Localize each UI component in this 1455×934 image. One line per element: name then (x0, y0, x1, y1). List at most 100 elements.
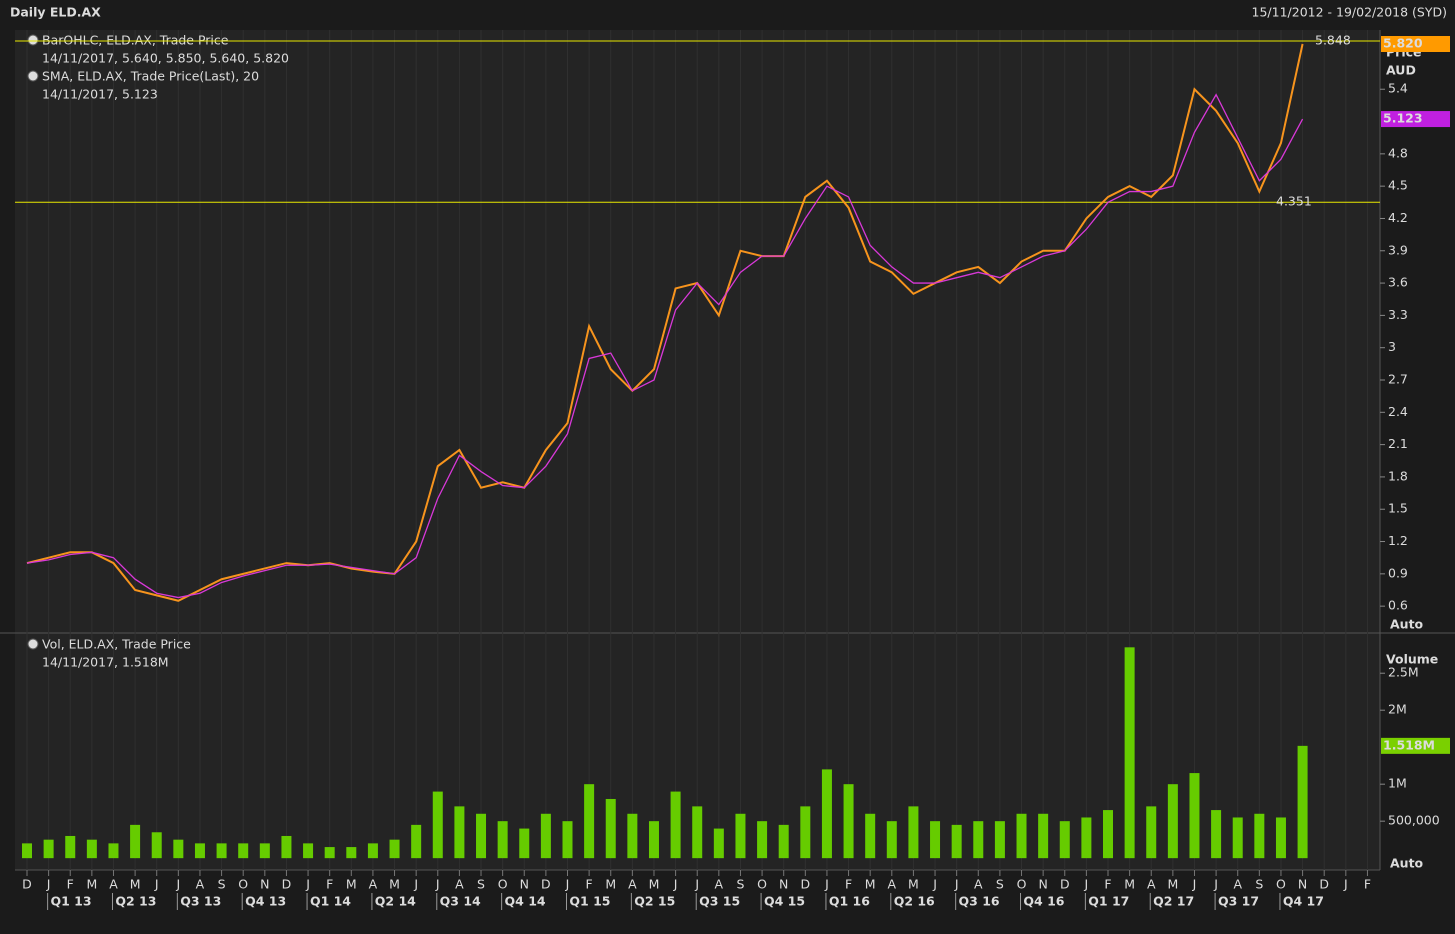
x-tick-label: F (67, 877, 74, 892)
x-tick-label: F (1364, 877, 1371, 892)
x-tick-label: A (715, 877, 724, 892)
volume-bar (605, 798, 616, 859)
x-tick-label: N (779, 877, 788, 892)
title: Daily ELD.AX (10, 5, 101, 20)
volume-bar (627, 813, 638, 859)
volume-bar (216, 843, 227, 859)
x-tick-label: J (824, 877, 829, 892)
legend-detail: 14/11/2017, 5.640, 5.850, 5.640, 5.820 (42, 51, 289, 66)
legend-entry: Vol, ELD.AX, Trade Price (42, 637, 191, 652)
x-tick-label: A (455, 877, 464, 892)
volume-bar (432, 791, 443, 859)
x-tick-label: O (1276, 877, 1286, 892)
volume-bar (1189, 773, 1200, 859)
volume-bar (540, 813, 551, 859)
legend-icon (27, 638, 39, 650)
volume-bar (1211, 810, 1222, 859)
volume-bar (1146, 806, 1157, 859)
y-tick-label: 1.5 (1388, 501, 1408, 516)
volume-bar (562, 821, 573, 859)
quarter-label: Q4 13 (245, 894, 286, 909)
y-tick-label: 1M (1388, 776, 1407, 791)
volume-bar (108, 843, 119, 859)
x-tick-label: J (1343, 877, 1348, 892)
volume-bar (519, 828, 530, 859)
quarter-label: Q3 16 (959, 894, 1000, 909)
volume-bar (324, 847, 335, 859)
x-tick-label: J (46, 877, 51, 892)
volume-bar (1232, 817, 1243, 859)
volume-bar (930, 821, 941, 859)
x-tick-label: J (1084, 877, 1089, 892)
quarter-label: Q1 14 (310, 894, 351, 909)
reference-label: 5.848 (1315, 32, 1351, 47)
quarter-label: Q4 14 (505, 894, 546, 909)
volume-bar (757, 821, 768, 859)
x-tick-label: O (1017, 877, 1027, 892)
value-badge (1381, 737, 1450, 754)
x-tick-label: M (346, 877, 357, 892)
x-tick-label: J (305, 877, 310, 892)
x-tick-label: O (498, 877, 508, 892)
volume-bar (973, 821, 984, 859)
y-tick-label: 4.5 (1388, 178, 1408, 193)
volume-bar (86, 839, 97, 859)
volume-bar (994, 821, 1005, 859)
value-badge-label: 5.820 (1383, 36, 1423, 51)
x-tick-label: M (865, 877, 876, 892)
x-tick-label: M (1124, 877, 1135, 892)
x-tick-label: M (908, 877, 919, 892)
volume-bar (173, 839, 184, 859)
volume-bar (886, 821, 897, 859)
x-tick-label: J (932, 877, 937, 892)
volume-bar (1124, 647, 1135, 859)
scale-mode[interactable]: Auto (1390, 856, 1424, 871)
volume-bar (238, 843, 249, 859)
x-tick-label: J (565, 877, 570, 892)
volume-bar (692, 806, 703, 859)
volume-bar (843, 784, 854, 859)
value-badge (1381, 36, 1450, 52)
sma-line (26, 93, 1304, 599)
x-tick-label: A (196, 877, 205, 892)
volume-bar (303, 843, 314, 859)
date-range: 15/11/2012 - 19/02/2018 (SYD) (1252, 5, 1447, 20)
volume-bar (367, 843, 378, 859)
x-tick-label: A (109, 877, 118, 892)
volume-bar (281, 835, 292, 859)
y-tick-label: 2M (1388, 702, 1407, 717)
volume-bar (648, 821, 659, 859)
quarter-label: Q3 13 (180, 894, 221, 909)
price-line (26, 43, 1304, 602)
x-tick-label: A (1147, 877, 1156, 892)
legend-entry: SMA, ELD.AX, Trade Price(Last), 20 (42, 69, 259, 84)
volume-bar (346, 847, 357, 859)
x-tick-label: J (954, 877, 959, 892)
x-tick-label: A (888, 877, 897, 892)
volume-bar (497, 821, 508, 859)
x-tick-label: M (605, 877, 616, 892)
x-tick-label: A (1233, 877, 1242, 892)
y-tick-label: 2.1 (1388, 436, 1408, 451)
volume-bar (908, 806, 919, 859)
y-tick-label: 4.2 (1388, 210, 1408, 225)
volume-bar (800, 806, 811, 859)
volume-bar (194, 843, 205, 859)
quarter-label: Q3 15 (699, 894, 740, 909)
x-tick-label: S (1255, 877, 1263, 892)
y-tick-label: 3.9 (1388, 242, 1408, 257)
quarter-label: Q1 15 (569, 894, 610, 909)
quarter-label: Q2 13 (115, 894, 156, 909)
x-tick-label: D (1319, 877, 1329, 892)
volume-bar (865, 813, 876, 859)
x-tick-label: J (1213, 877, 1218, 892)
x-tick-label: A (369, 877, 378, 892)
volume-bar (43, 839, 54, 859)
reference-label: 4.351 (1276, 194, 1312, 209)
volume-bar (454, 806, 465, 859)
y-tick-label: 3 (1388, 339, 1396, 354)
y-tick-label: 1.2 (1388, 533, 1408, 548)
x-tick-label: S (996, 877, 1004, 892)
scale-mode[interactable]: Auto (1390, 617, 1424, 632)
